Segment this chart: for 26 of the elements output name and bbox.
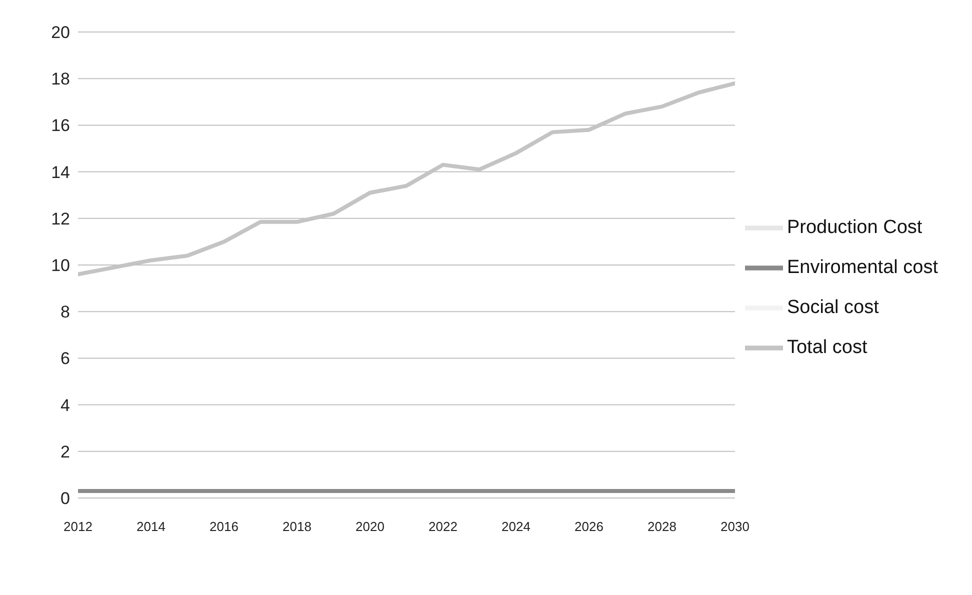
x-tick-label: 2030 [720,519,750,534]
y-tick-label: 20 [51,23,70,42]
legend-label: Total cost [786,337,868,358]
legend-label: Enviromental cost [786,257,938,278]
y-tick-label: 2 [60,442,70,462]
x-tick-label: 2014 [136,519,166,534]
y-tick-label: 16 [51,116,70,136]
legend-label: Production Cost [786,217,922,238]
x-tick-label: 2028 [648,519,676,534]
x-tick-label: 2012 [64,519,92,534]
legend-label: Social cost [786,297,879,318]
x-tick-label: 2022 [428,519,458,534]
x-tick-label: 2016 [210,519,238,534]
x-tick-label: 2024 [502,519,530,534]
line-series [78,81,735,276]
x-tick-label: 2026 [574,519,604,534]
x-tick-label: 2020 [356,519,384,534]
x-tick-label: 2018 [282,519,312,534]
y-tick-label: 12 [51,209,70,228]
y-tick-label: 0 [60,489,70,508]
y-tick-label: 8 [60,302,70,322]
y-tick-label: 4 [60,396,70,415]
y-tick-label: 14 [51,162,70,182]
y-tick-label: 6 [60,349,70,368]
y-tick-label: 18 [51,70,70,89]
y-tick-label: 10 [51,256,70,276]
